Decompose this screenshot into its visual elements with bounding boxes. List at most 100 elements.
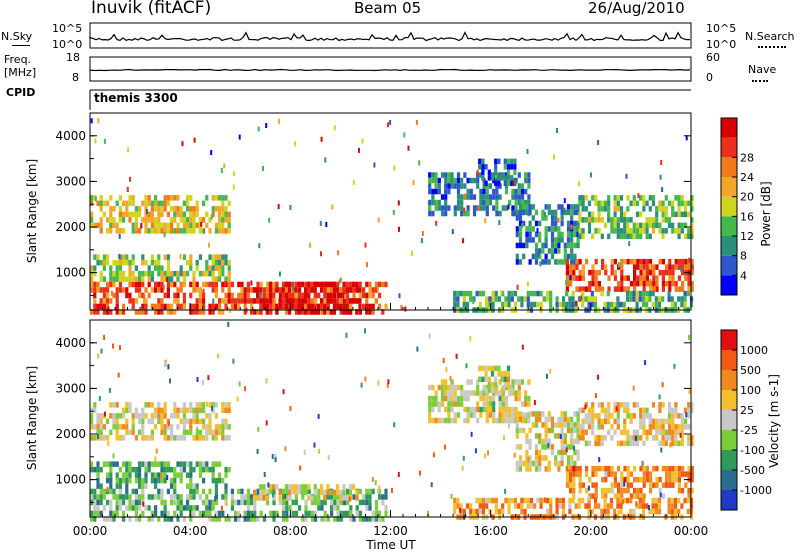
- heatmap-cell: [613, 228, 617, 234]
- heatmap-cell: [687, 471, 691, 477]
- heatmap-cell: [202, 298, 206, 304]
- heatmap-cell: [99, 303, 103, 310]
- heatmap-cell: [525, 209, 529, 216]
- heatmap-cell: [227, 287, 231, 293]
- heatmap-cell: [278, 495, 282, 501]
- heatmap-cell: [667, 508, 671, 515]
- heatmap-cell: [534, 220, 539, 227]
- heatmap-cell: [560, 427, 564, 434]
- heatmap-cell: [681, 471, 685, 477]
- heatmap-cell: [329, 298, 333, 304]
- heatmap-cell: [93, 281, 97, 288]
- heatmap-cell: [147, 217, 151, 223]
- heatmap-cell: [134, 413, 138, 419]
- heatmap-cell: [240, 292, 244, 299]
- heatmap-cell: [166, 281, 170, 288]
- heatmap-cell: [272, 303, 276, 310]
- heatmap-cell: [134, 510, 138, 517]
- heatmap-cell: [661, 418, 665, 425]
- heatmap-cell: [565, 280, 569, 287]
- heatmap-cell: [125, 424, 129, 430]
- heatmap-cell: [587, 211, 592, 218]
- heatmap-cell: [144, 461, 148, 467]
- colorbar-tick-label: 8: [740, 250, 747, 263]
- heatmap-cell: [109, 265, 113, 271]
- heatmap-cell: [157, 281, 161, 288]
- heatmap-cell: [578, 181, 581, 187]
- heatmap-cell: [134, 206, 138, 212]
- heatmap-cell: [131, 303, 135, 310]
- heatmap-cell: [594, 280, 598, 287]
- heatmap-cell: [610, 222, 614, 229]
- heatmap-cell: [651, 290, 655, 297]
- heatmap-cell: [490, 175, 495, 181]
- heatmap-cell: [626, 471, 630, 477]
- heatmap-cell: [498, 172, 502, 178]
- heatmap-cell: [520, 412, 525, 418]
- heatmap-cell: [591, 471, 595, 477]
- heatmap-cell: [545, 497, 550, 504]
- heatmap-cell: [115, 265, 119, 271]
- heatmap-cell: [262, 165, 264, 171]
- heatmap-cell: [329, 309, 333, 315]
- heatmap-cell: [667, 413, 672, 419]
- heatmap-cell: [642, 440, 646, 447]
- heatmap-cell: [144, 222, 148, 229]
- heatmap-cell: [217, 353, 220, 359]
- heatmap-cell: [533, 503, 537, 509]
- heatmap-cell: [601, 264, 605, 270]
- heatmap-cell: [687, 465, 691, 472]
- heatmap-cell: [122, 413, 126, 419]
- heatmap-cell: [472, 508, 476, 515]
- heatmap-cell: [659, 492, 662, 498]
- heatmap-cell: [642, 275, 646, 281]
- heatmap-cell: [112, 488, 116, 495]
- heatmap-cell: [211, 270, 215, 277]
- heatmap-cell: [632, 508, 636, 515]
- heatmap-cell: [476, 170, 479, 175]
- heatmap-cell: [616, 402, 620, 408]
- heatmap-cell: [635, 435, 640, 441]
- heatmap-cell: [469, 390, 473, 396]
- heatmap-cell: [227, 424, 231, 430]
- heatmap-cell: [525, 433, 529, 439]
- heatmap-cell: [680, 195, 684, 201]
- heatmap-cell: [98, 395, 101, 401]
- heatmap-cell: [639, 487, 643, 494]
- heatmap-cell: [186, 407, 190, 414]
- heatmap-cell: [629, 217, 633, 223]
- heatmap-cell: [144, 472, 148, 478]
- heatmap-cell: [673, 497, 678, 504]
- heatmap-cell: [527, 172, 531, 178]
- heatmap-cell: [99, 298, 103, 304]
- heatmap-cell: [192, 407, 196, 414]
- heatmap-cell: [674, 228, 678, 234]
- heatmap-cell: [511, 384, 515, 391]
- heatmap-cell: [667, 200, 672, 207]
- heatmap-cell: [304, 281, 308, 288]
- heatmap-cell: [539, 301, 543, 308]
- heatmap-cell: [316, 281, 320, 288]
- heatmap-cell: [358, 516, 362, 522]
- heatmap-cell: [364, 242, 367, 248]
- heatmap-cell: [262, 303, 266, 310]
- heatmap-cell: [189, 488, 193, 495]
- heatmap-cell: [214, 259, 218, 266]
- heatmap-cell: [317, 499, 321, 506]
- heatmap-cell: [342, 484, 346, 490]
- heatmap-cell: [106, 435, 110, 441]
- heatmap-cell: [297, 309, 301, 315]
- heatmap-cell: [265, 309, 269, 315]
- heatmap-cell: [118, 211, 122, 218]
- heatmap-cell: [570, 248, 574, 254]
- heatmap-cell: [648, 195, 652, 201]
- heatmap-cell: [632, 429, 636, 436]
- heatmap-cell: [179, 499, 183, 506]
- heatmap-cell: [683, 418, 688, 425]
- heatmap-cell: [620, 476, 624, 483]
- heatmap-cell: [665, 471, 669, 477]
- heatmap-cell: [481, 497, 486, 504]
- heatmap-cell: [453, 390, 457, 396]
- heatmap-cell: [208, 488, 212, 495]
